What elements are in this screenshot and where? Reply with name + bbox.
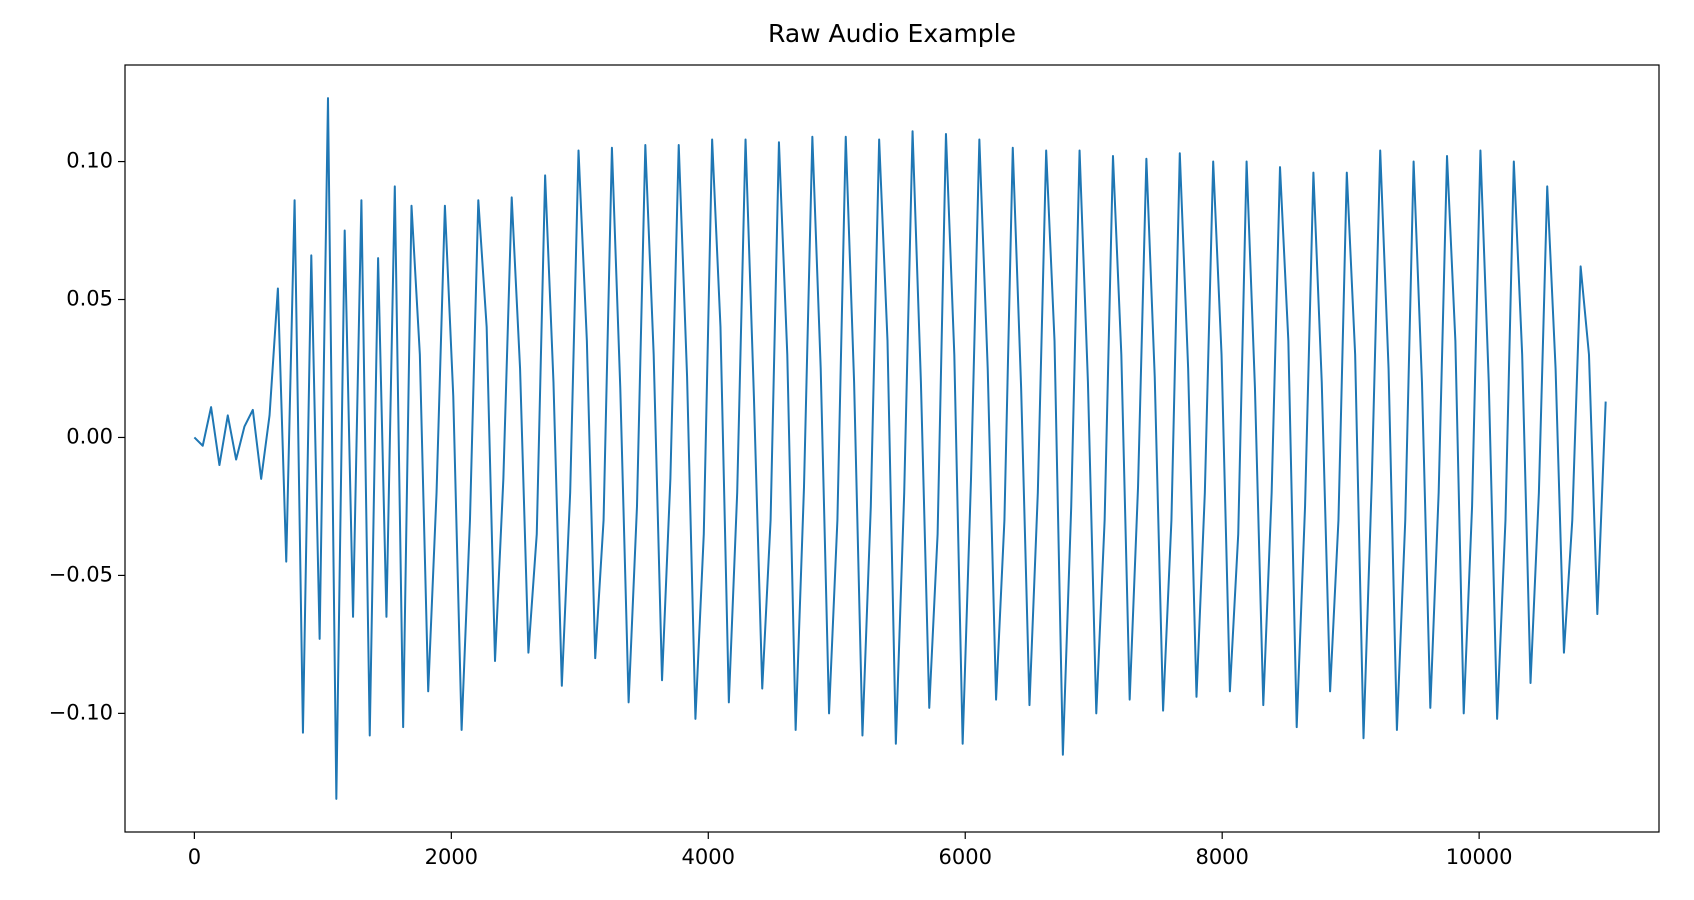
y-tick-label: 0.05 <box>66 287 113 311</box>
plot-frame <box>124 64 1660 833</box>
x-tick-label: 0 <box>188 845 201 869</box>
y-tick-label: 0.00 <box>66 424 113 448</box>
x-tick-label: 8000 <box>1195 845 1248 869</box>
y-tick-label: −0.05 <box>49 562 113 586</box>
y-tick-label: 0.10 <box>66 149 113 173</box>
x-tick-label: 10000 <box>1446 845 1513 869</box>
x-tick-label: 6000 <box>939 845 992 869</box>
waveform-line <box>193 97 1607 800</box>
y-tick-label: −0.10 <box>49 700 113 724</box>
x-tick-label: 4000 <box>682 845 735 869</box>
x-tick-label: 2000 <box>425 845 478 869</box>
chart-title: Raw Audio Example <box>768 19 1016 48</box>
